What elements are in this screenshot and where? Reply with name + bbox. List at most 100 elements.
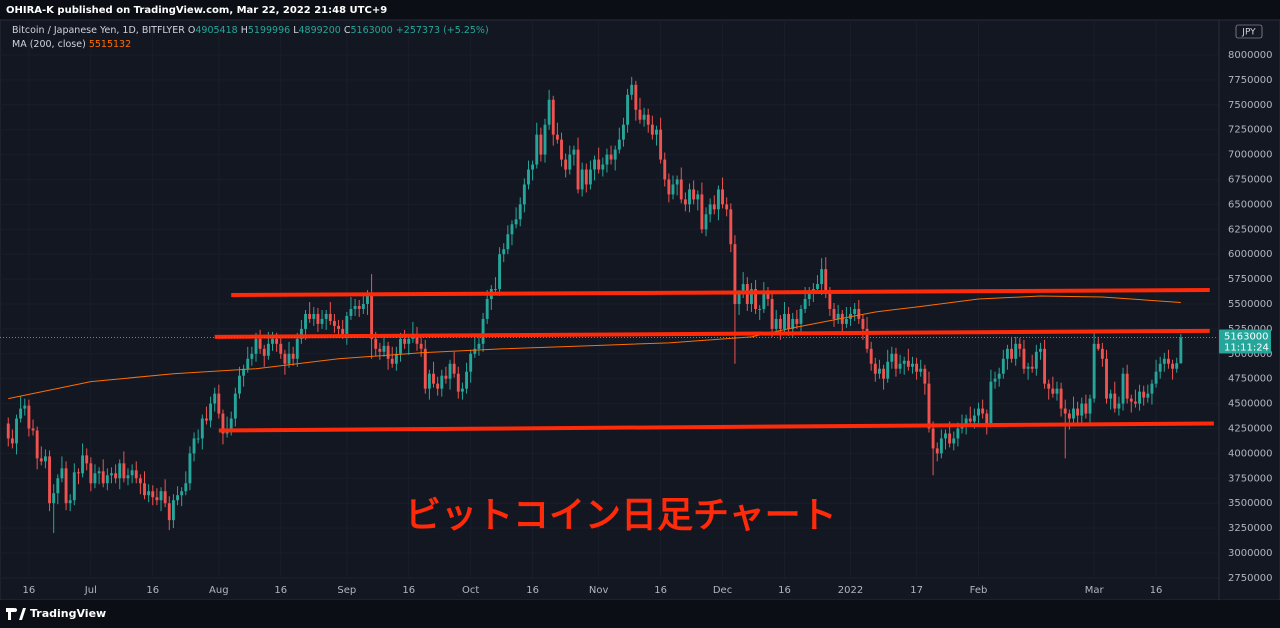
candle-body [741,284,745,295]
candle-body [266,343,270,356]
candle-body [188,453,192,484]
candle-body [861,318,865,329]
candle-body [1001,358,1005,374]
candle-body [283,353,287,364]
candle-body [1088,398,1092,414]
candle-body [308,313,312,319]
candle-body [956,428,960,439]
candle-body [989,381,993,424]
candle-body [865,328,869,349]
candle-body [1125,373,1129,399]
candle-body [968,418,972,422]
candle-body [192,438,196,454]
candle-body [328,313,332,321]
y-tick-label: 7250000 [1228,125,1273,136]
candle-body [527,169,530,185]
candle-body [572,149,576,155]
candle-body [498,254,502,290]
candle-body [361,303,365,309]
candle-body [295,338,299,359]
candle-body [1092,343,1096,399]
x-tick-label: 16 [778,585,791,596]
candle-body [667,179,671,195]
candle-body [10,438,14,444]
candle-body [481,318,485,344]
price-label: 5163000 [1224,332,1269,343]
legend-change-percent: (+5.25%) [443,25,489,36]
candle-body [630,84,634,95]
candle-body [291,353,295,359]
candle-body [807,294,811,300]
y-tick-label: 6750000 [1228,174,1273,185]
candle-body [143,483,146,496]
candle-body [31,428,35,431]
ma-name: MA (200, close) [12,39,86,50]
candle-body [316,313,320,324]
candle-body [964,418,968,424]
countdown: 11:11:24 [1224,343,1269,354]
candle-body [915,363,919,372]
trend-line [231,288,1210,298]
annotation: ビットコイン日足チャート [405,495,837,536]
candle-body [770,299,774,329]
candle-body [345,315,349,334]
candle-body [427,373,431,389]
candle-body [436,383,440,389]
candle-body [898,363,902,369]
candle-body [299,328,303,339]
candle-body [250,353,254,359]
candle-body [200,418,204,439]
candle-body [601,164,605,170]
legend-value: 5199996 [247,25,291,36]
y-tick-label: 4750000 [1228,374,1273,385]
y-tick-label: 6500000 [1228,199,1273,210]
candle-body [357,305,361,309]
x-tick-label: Jul [84,585,97,596]
candle-body [494,289,497,291]
candle-body [180,491,184,496]
y-tick-label: 4500000 [1228,399,1273,410]
candle-body [531,164,535,170]
legend-value: 5163000 [350,25,393,36]
candle-body [353,305,357,309]
candle-body [370,294,374,339]
candle-body [1109,393,1113,399]
candle-body [60,468,64,479]
y-tick-label: 4250000 [1228,423,1273,434]
candle-body [304,313,307,329]
candle-body [518,204,522,220]
candle-body [1167,358,1170,364]
ma-line [8,295,1181,400]
candle-body [1034,351,1038,369]
candle-body [403,338,407,344]
candle-body [774,318,778,329]
candle-body [1047,383,1051,389]
candle-body [110,473,113,476]
candle-body [271,338,274,344]
candle-body [828,294,832,309]
y-tick-label: 6000000 [1228,249,1273,260]
candle-body [1129,398,1133,402]
candle-body [758,308,762,310]
candle-body [81,455,85,474]
candle-body [1179,337,1183,364]
candle-body [448,363,452,379]
x-tick-label: 17 [910,585,923,596]
candle-body [663,159,667,180]
candle-body [229,418,233,429]
candle-body [634,84,638,110]
candle-body [927,383,931,429]
candle-body [1067,413,1071,419]
candle-body [1096,343,1100,349]
candle-body [580,169,584,190]
candle-body [795,318,799,324]
candle-body [72,472,76,501]
price-label-box [1219,329,1271,354]
candle-body [873,363,877,374]
candles [6,76,1183,534]
x-tick-label: 16 [654,585,667,596]
legend-symbol: Bitcoin / Japanese Yen, 1D, BITFLYER O49… [12,25,489,36]
x-tick-label: Oct [462,585,479,596]
candle-body [584,169,588,185]
